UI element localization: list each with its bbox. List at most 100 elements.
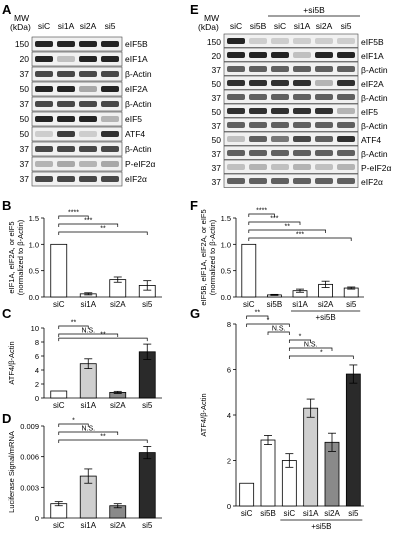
blot-e-band-10-5 [337, 178, 355, 184]
significance-bracket [248, 229, 326, 233]
blot-e-band-8-4 [315, 150, 333, 156]
blot-e-label-9: P-eIF2α [361, 163, 392, 173]
blot-e-label-6: β-Actin [361, 121, 388, 131]
chart-c: 0 2 4 6 8 10 ATF4/β-Actin siC si1A si2A si5 ** N.S. *… [7, 320, 162, 410]
significance-bracket [58, 423, 89, 427]
blot-a-band-5-2 [79, 116, 97, 122]
blot-e-band-6-4 [315, 122, 333, 128]
blot-e-label-10: eIF2α [361, 177, 383, 187]
y-tick-label: 8 [35, 338, 39, 347]
significance-label: **** [68, 210, 79, 217]
y-axis-label: eIF1A, eIF2A, or eIF5 [7, 221, 16, 293]
blot-a-band-3-2 [79, 86, 97, 92]
blot-e-band-9-5 [337, 164, 355, 170]
blot-a-band-1-1 [57, 56, 75, 62]
blot-a-band-4-0 [35, 101, 53, 107]
blot-e-band-6-0 [227, 122, 245, 128]
blot-e-band-4-1 [249, 94, 267, 100]
blot-a-membrane-5 [31, 111, 123, 127]
blot-e-band-3-3 [293, 80, 311, 86]
blot-e-band-5-2 [271, 108, 289, 114]
blot-e-band-10-4 [315, 178, 333, 184]
blot-e-band-8-2 [271, 150, 289, 156]
blot-e-label-3: eIF2A [361, 79, 384, 89]
blot-a-band-7-2 [79, 146, 97, 152]
y-axis-label-line2: (normalized to β-Actin) [208, 219, 217, 295]
blot-a-mw-3: 50 [20, 84, 30, 94]
lane-label-a-1: si1A [58, 21, 75, 31]
blot-e-membrane-4 [223, 89, 359, 104]
blot-a-band-3-1 [57, 86, 75, 92]
significance-label: * [267, 318, 270, 325]
blot-e-label-0: eIF5B [361, 37, 384, 47]
x-tick-label: si2A [110, 300, 126, 309]
significance-label: **** [256, 208, 267, 215]
blot-e-band-5-4 [315, 108, 333, 114]
significance-label: ** [284, 224, 290, 231]
chart-f: 0.0 0.5 1.0 1.5 eIF5B, eIF1A, eIF2A, or eIF5… [199, 208, 364, 322]
bar [345, 373, 361, 507]
blot-e-band-2-4 [315, 66, 333, 72]
x-tick-label: si2A [110, 401, 126, 410]
blot-e-band-3-0 [227, 80, 245, 86]
blot-e-band-4-0 [227, 94, 245, 100]
group-label: +si5B [315, 313, 335, 322]
panel-f: F 0.0 0.5 1.0 1.5 eIF5B, eIF1A, eIF2A, or eI… [190, 198, 364, 322]
blot-a-label-6: ATF4 [125, 129, 145, 139]
blot-e-membrane-2 [223, 61, 359, 76]
blot-e-band-1-4 [315, 52, 333, 58]
significance-bracket [246, 323, 290, 327]
blot-a-band-8-1 [57, 161, 75, 167]
blot-a-band-9-3 [101, 176, 119, 182]
panel-letter-b: B [2, 198, 11, 213]
blot-e-band-6-1 [249, 122, 267, 128]
significance-bracket [267, 331, 290, 335]
blot-e-label-8: β-Actin [361, 149, 388, 159]
significance-label: * [72, 418, 75, 425]
blot-a-mw-6: 50 [20, 129, 30, 139]
significance-bracket [58, 431, 119, 435]
blot-a-band-7-1 [57, 146, 75, 152]
y-tick-label: 6 [227, 366, 231, 375]
blot-a-band-4-1 [57, 101, 75, 107]
blot-e-band-6-3 [293, 122, 311, 128]
y-tick-label: 6 [35, 352, 39, 361]
blot-a-band-5-3 [101, 116, 119, 122]
blot-e-band-0-1 [249, 38, 267, 44]
significance-label: *** [270, 216, 278, 223]
significance-bracket [58, 333, 119, 337]
blot-e-label-5: eIF5 [361, 107, 378, 117]
lane-label-e-2: siC [274, 21, 286, 31]
chart-d: 0 0.003 0.006 0.009 Luciferase Signal/mRNA si… [7, 418, 162, 530]
blot-a-band-6-0 [35, 131, 53, 137]
blot-e-band-8-1 [249, 150, 267, 156]
blot-e-band-10-1 [249, 178, 267, 184]
blot-a-mw-8: 37 [20, 159, 30, 169]
significance-bracket [58, 439, 148, 443]
blot-e-label-7: ATF4 [361, 135, 381, 145]
chart-b: 0.0 0.5 1.0 1.5 eIF1A, eIF2A, or eIF5 (normal… [7, 210, 162, 309]
y-tick-label: 10 [31, 324, 39, 333]
significance-label: ** [100, 332, 106, 339]
blot-e-band-3-1 [249, 80, 267, 86]
blot-a-membrane-9 [31, 171, 123, 187]
significance-label: ** [100, 434, 106, 441]
blot-e-membrane-9 [223, 159, 359, 174]
blot-e-band-5-1 [249, 108, 267, 114]
lane-label-e-1: si5B [250, 21, 267, 31]
blot-e-row-4: 37 β-Actin [212, 89, 388, 104]
mw-header-e-line1: MW [204, 13, 219, 23]
x-tick-label: si5 [348, 509, 359, 518]
panel-letter-a: A [2, 2, 12, 17]
x-tick-label: siC [243, 300, 255, 309]
y-tick-label: 1.5 [221, 214, 231, 223]
blot-e-mw-6: 37 [212, 121, 222, 131]
y-tick-label: 0 [35, 394, 39, 403]
blot-e-band-8-5 [337, 150, 355, 156]
lane-label-a-2: si2A [80, 21, 97, 31]
x-tick-label: siC [241, 509, 253, 518]
blot-a-band-6-3 [101, 131, 119, 137]
blot-e-band-1-3 [293, 52, 311, 58]
blot-a-mw-2: 37 [20, 69, 30, 79]
blot-e-band-5-5 [337, 108, 355, 114]
